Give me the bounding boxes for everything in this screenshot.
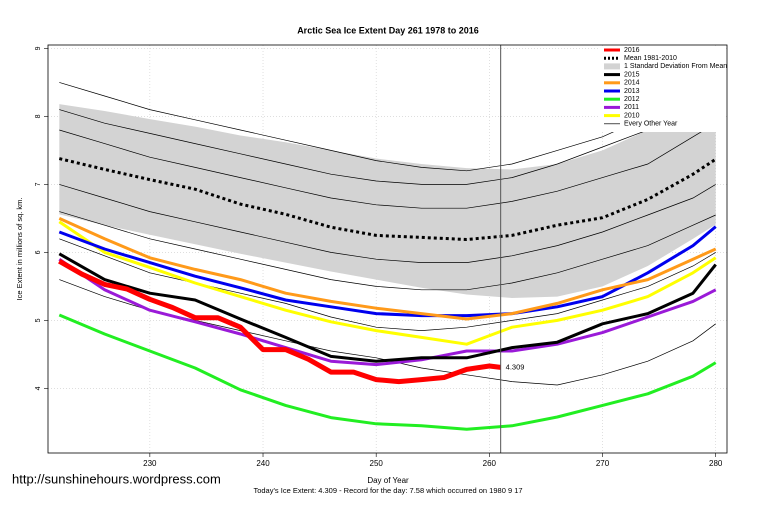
series-line: [58, 257, 717, 367]
x-tick-label: 240: [256, 459, 270, 468]
other-year-line: [59, 184, 716, 263]
plot-frame: [47, 44, 728, 454]
y-tick-label: 7: [35, 182, 42, 186]
std-band: [59, 89, 716, 298]
legend-label: 2016: [624, 47, 640, 54]
legend-label: Every Other Year: [624, 121, 678, 128]
other-year-line: [59, 122, 716, 209]
y-tick-label: 8: [35, 114, 42, 118]
y-tick-label: 6: [35, 250, 42, 254]
series-line: [58, 313, 717, 431]
footnote: Today's Ice Extent: 4.309 - Record for t…: [253, 486, 522, 495]
series-line: [58, 217, 717, 321]
x-axis-label: Day of Year: [367, 476, 409, 485]
legend-label: 2010: [624, 112, 640, 119]
x-tick-label: 280: [709, 459, 723, 468]
legend-box: [600, 46, 725, 132]
other-year-line: [59, 238, 716, 331]
series-line: [58, 259, 502, 385]
legend-label: 2013: [624, 88, 640, 95]
legend-label: 2011: [624, 104, 639, 111]
y-tick-label: 5: [35, 318, 42, 322]
legend-label: Mean 1981-2010: [624, 55, 677, 62]
legend-label: 2014: [624, 80, 640, 87]
y-tick-label: 9: [35, 46, 42, 50]
x-tick-label: 270: [596, 459, 610, 468]
annotation: 4.309: [506, 362, 525, 371]
series-line: [58, 157, 717, 241]
legend-label: 2015: [624, 71, 640, 78]
watermark: http://sunshinehours.wordpress.com: [12, 471, 221, 486]
legend-label: 1 Standard Deviation From Mean: [624, 63, 727, 70]
other-year-line: [59, 211, 716, 291]
y-axis-label: Ice Extent in millions of sq. km.: [15, 198, 24, 301]
x-tick-label: 250: [370, 459, 384, 468]
legend-label: 2012: [624, 96, 640, 103]
other-year-line: [59, 95, 716, 185]
chart-title: Arctic Sea Ice Extent Day 261 1978 to 20…: [297, 25, 479, 35]
y-tick-label: 4: [35, 386, 42, 390]
series-line: [58, 220, 717, 346]
x-tick-label: 230: [143, 459, 157, 468]
series-line: [58, 252, 717, 363]
x-tick-label: 260: [483, 459, 497, 468]
legend-swatch: [604, 63, 620, 70]
